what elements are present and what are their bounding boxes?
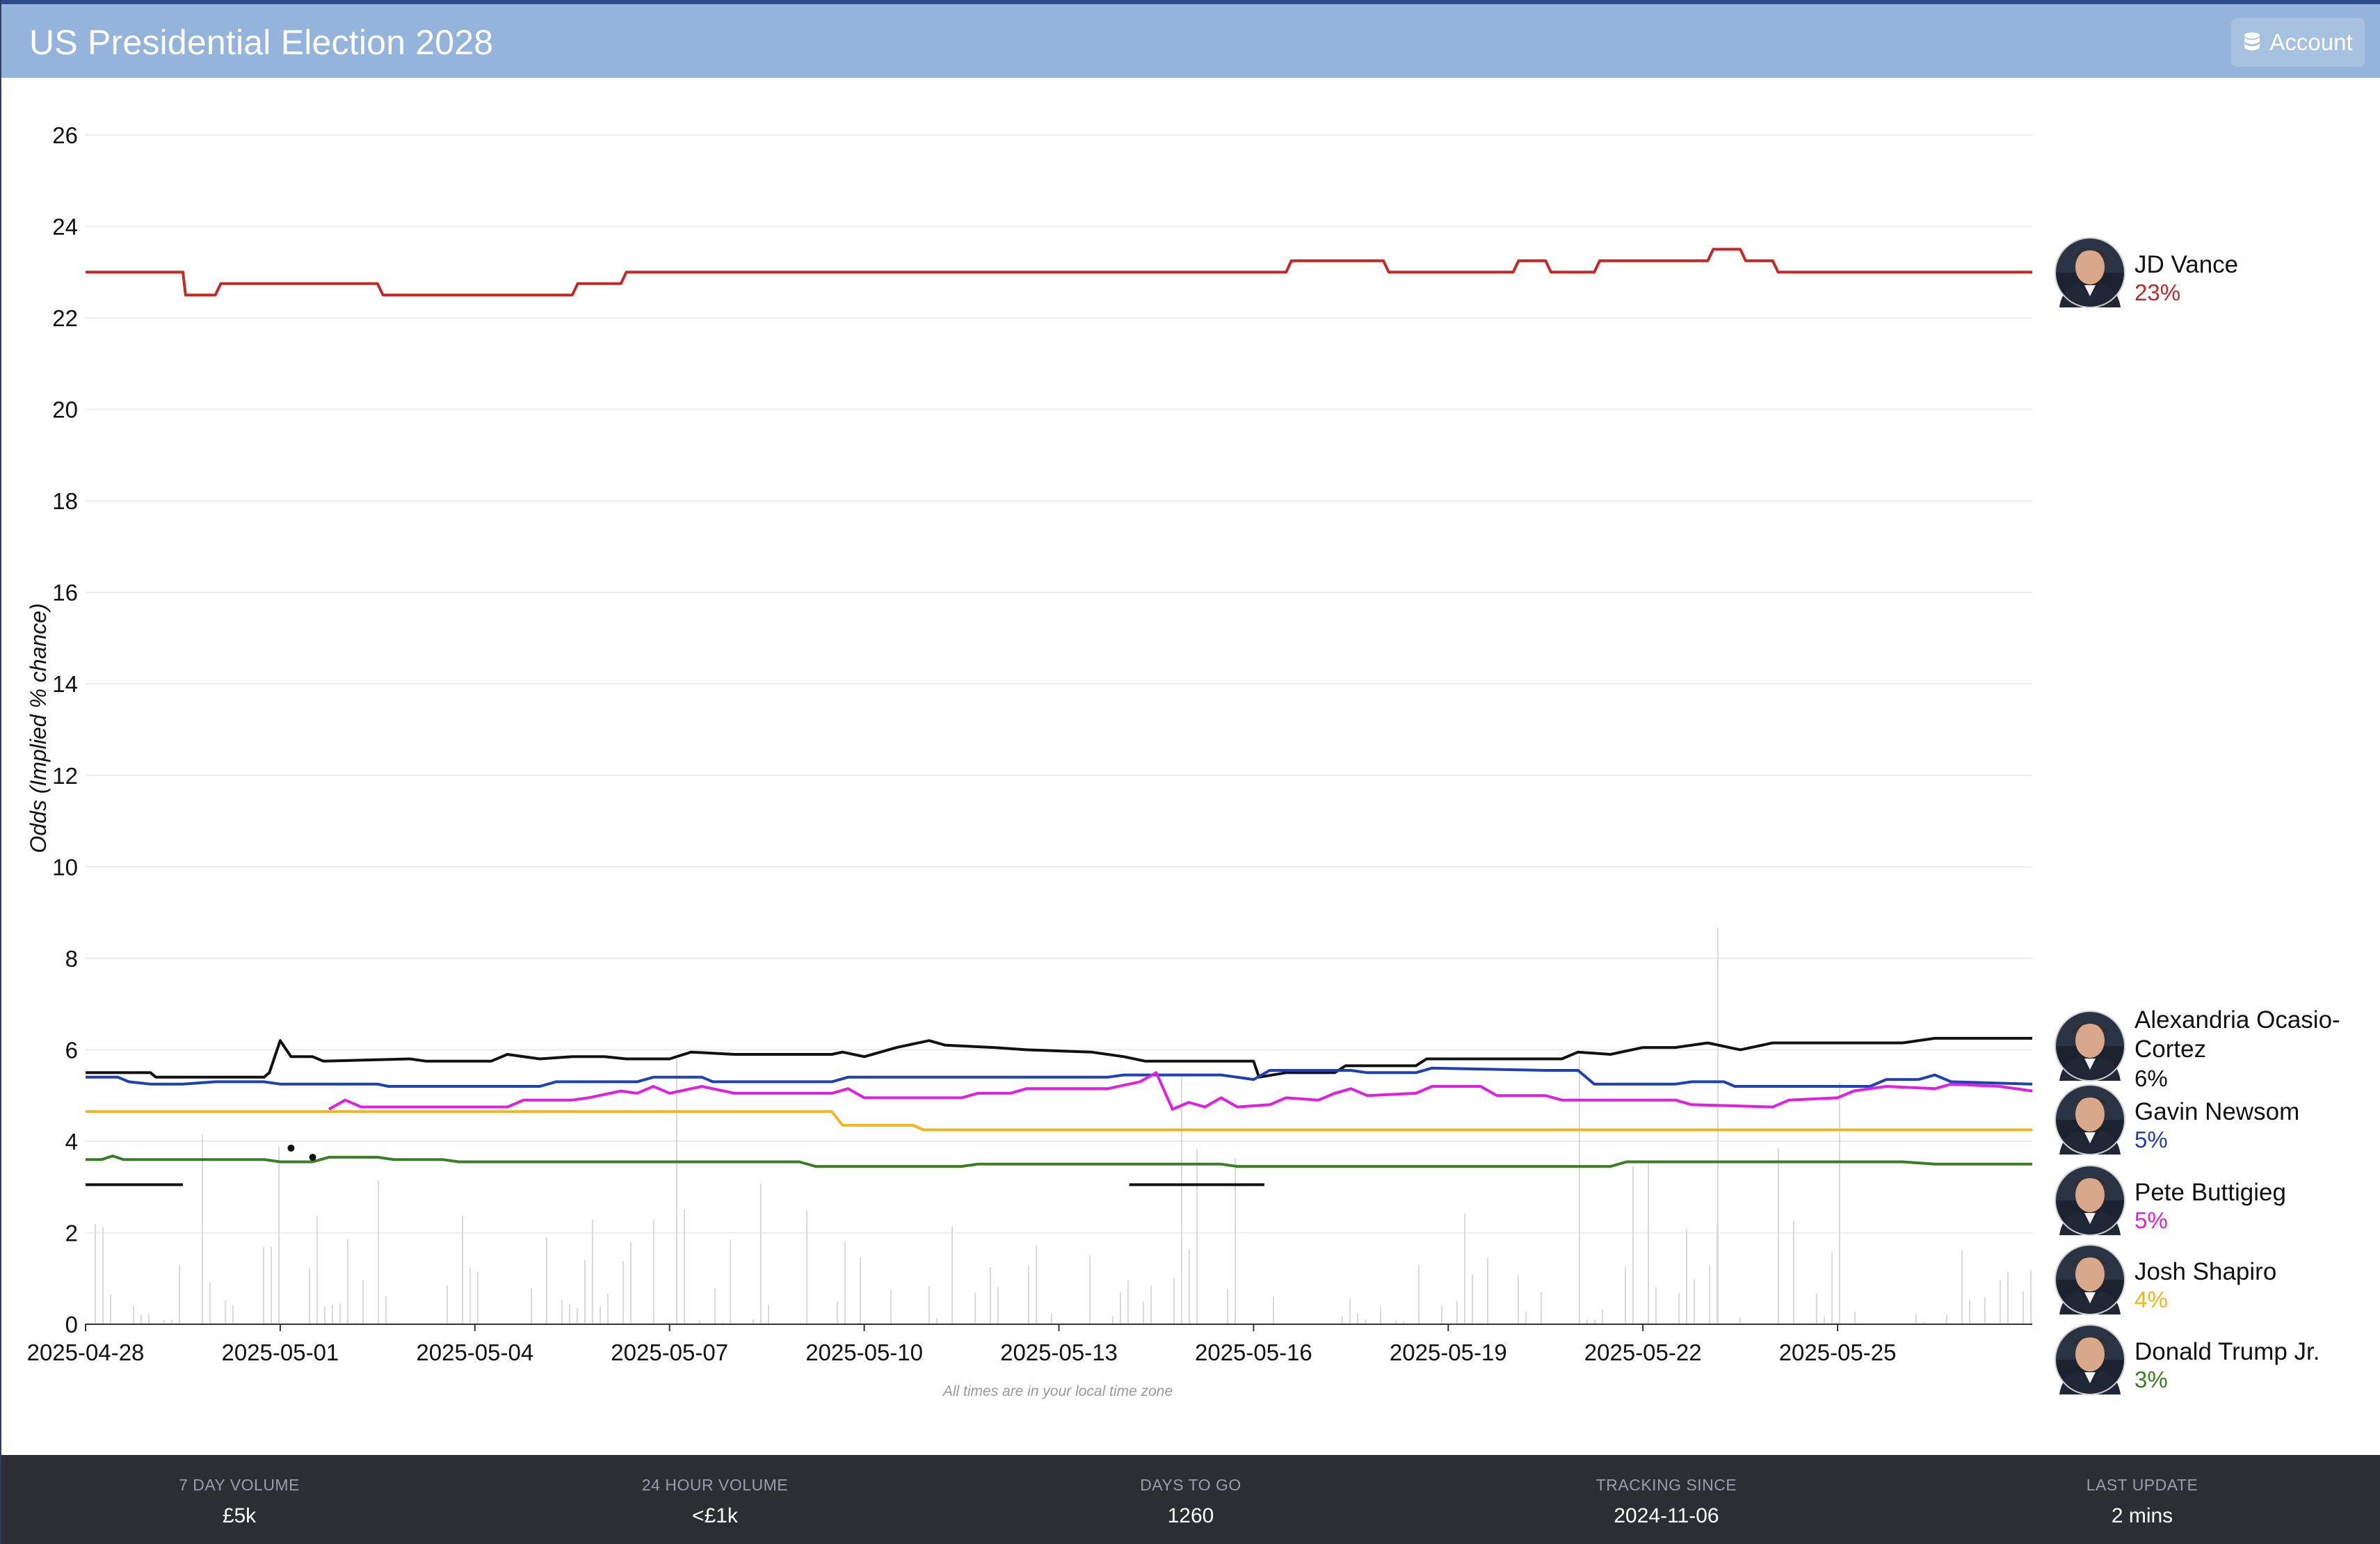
- legend-value: 5%: [2134, 1207, 2168, 1233]
- legend-value: 4%: [2134, 1287, 2168, 1312]
- x-tick-label: 2025-05-16: [1195, 1340, 1312, 1365]
- stat-label: TRACKING SINCE: [1595, 1476, 1737, 1494]
- stat-value: 1260: [1167, 1504, 1214, 1527]
- legend-name: Alexandria Ocasio-Cortez: [2134, 1006, 2340, 1063]
- y-tick-label: 20: [52, 397, 78, 423]
- y-tick-label: 16: [52, 580, 78, 606]
- legend-name: Gavin Newsom: [2134, 1098, 2299, 1125]
- x-tick-label: 2025-05-19: [1390, 1340, 1507, 1365]
- y-tick-label: 2: [65, 1220, 78, 1246]
- x-tick-label: 2025-05-22: [1584, 1340, 1702, 1365]
- stat-value: 2 mins: [2111, 1504, 2173, 1527]
- series-line-4: [86, 1110, 2032, 1132]
- stat-value: <£1k: [692, 1504, 738, 1527]
- legend-item[interactable]: Donald Trump Jr.3%: [2055, 1324, 2320, 1395]
- legend-name: Josh Shapiro: [2134, 1258, 2276, 1285]
- x-tick-label: 2025-05-04: [416, 1340, 533, 1365]
- y-tick-label: 22: [52, 305, 78, 331]
- y-tick-label: 12: [52, 763, 78, 789]
- legend-value: 3%: [2134, 1367, 2168, 1392]
- stat-label: DAYS TO GO: [1140, 1476, 1241, 1494]
- series-line-5: [86, 1155, 2032, 1168]
- avatar: [2055, 237, 2125, 308]
- stat-last-update: LAST UPDATE 2 mins: [1904, 1455, 2380, 1544]
- stat-label: 7 DAY VOLUME: [179, 1476, 300, 1494]
- stat-value: 2024-11-06: [1614, 1504, 1719, 1527]
- stats-footer: 7 DAY VOLUME £5k 24 HOUR VOLUME <£1k DAY…: [1, 1455, 2380, 1544]
- x-tick-label: 2025-04-28: [27, 1340, 145, 1365]
- series-line-2: [86, 1066, 2033, 1088]
- avatar: [2055, 1084, 2125, 1155]
- y-tick-label: 4: [65, 1129, 78, 1155]
- stat-value: £5k: [222, 1504, 257, 1527]
- y-tick-label: 14: [52, 671, 78, 697]
- y-tick-label: 26: [52, 122, 78, 148]
- series-layer: [86, 248, 2033, 1187]
- x-tick-label: 2025-05-13: [1000, 1340, 1118, 1365]
- legend-name: Donald Trump Jr.: [2134, 1338, 2320, 1365]
- y-tick-label: 8: [65, 946, 78, 972]
- series-line-0: [86, 248, 2032, 297]
- header-bar: US Presidential Election 2028 Account: [1, 0, 2380, 78]
- legend-name: Pete Buttigieg: [2134, 1179, 2286, 1206]
- account-label: Account: [2269, 29, 2353, 55]
- legend-value: 6%: [2134, 1065, 2168, 1091]
- y-tick-label: 0: [65, 1312, 78, 1337]
- avatar: [2055, 1011, 2125, 1081]
- series-line-1: [86, 1036, 2032, 1079]
- y-tick-label: 18: [52, 488, 78, 514]
- x-tick-label: 2025-05-10: [805, 1340, 923, 1365]
- y-tick-label: 24: [52, 214, 78, 240]
- point-mark: [287, 1144, 295, 1152]
- x-tick-label: 2025-05-07: [611, 1340, 728, 1365]
- stat-7-day-volume: 7 DAY VOLUME £5k: [1, 1455, 477, 1544]
- legend-value: 5%: [2134, 1127, 2168, 1152]
- stat-24-hour-volume: 24 HOUR VOLUME <£1k: [477, 1455, 953, 1544]
- page-title: US Presidential Election 2028: [29, 23, 494, 62]
- y-axis-label: Odds (Implied % chance): [26, 603, 51, 853]
- avatar: [2055, 1165, 2125, 1236]
- x-tick-label: 2025-05-01: [221, 1340, 339, 1365]
- grid-layer: [86, 134, 2032, 1234]
- stat-days-to-go: DAYS TO GO 1260: [953, 1455, 1429, 1544]
- y-tick-label: 10: [52, 854, 78, 880]
- y-tick-label: 6: [65, 1037, 78, 1063]
- legend-value: 23%: [2134, 280, 2180, 305]
- legend-name: JD Vance: [2134, 251, 2238, 278]
- avatar: [2055, 1244, 2125, 1315]
- series-line-3: [328, 1071, 2033, 1111]
- timezone-note: All times are in your local time zone: [942, 1383, 1173, 1399]
- avatar: [2055, 1324, 2125, 1395]
- stat-label: LAST UPDATE: [2086, 1476, 2198, 1494]
- point-mark: [309, 1153, 316, 1161]
- stat-label: 24 HOUR VOLUME: [641, 1476, 789, 1494]
- account-button[interactable]: Account: [2231, 18, 2365, 67]
- x-tick-label: 2025-05-25: [1779, 1340, 1897, 1365]
- stat-tracking-since: TRACKING SINCE 2024-11-06: [1429, 1455, 1904, 1544]
- database-icon: [2244, 32, 2260, 51]
- volume-bars: [95, 928, 2032, 1324]
